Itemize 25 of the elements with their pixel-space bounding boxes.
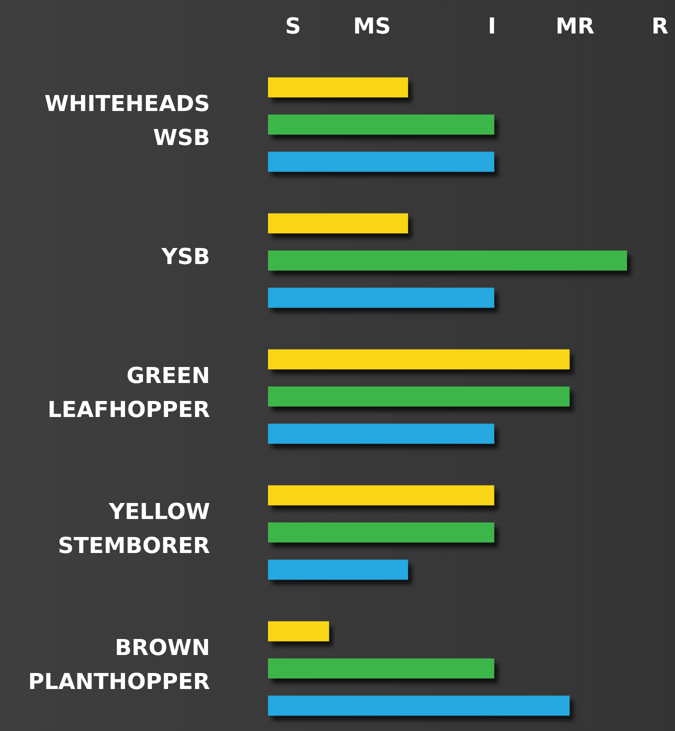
text: MR — [556, 14, 594, 40]
bar — [268, 152, 494, 172]
y-tick-label: WHITEHEADS WSB — [44, 92, 210, 152]
bar — [268, 386, 570, 406]
text: MS — [353, 14, 391, 40]
y-tick-label: GREEN LEAFHOPPER — [48, 364, 210, 424]
bar — [268, 114, 494, 135]
bar — [268, 522, 494, 542]
bar — [268, 349, 570, 370]
bar — [268, 696, 570, 716]
bar — [268, 424, 494, 444]
bar — [268, 213, 408, 234]
y-tick-label: BROWN PLANTHOPPER — [28, 636, 210, 696]
bar — [268, 560, 408, 580]
text: R — [652, 14, 669, 40]
bar — [268, 250, 627, 271]
text: I — [488, 14, 496, 40]
y-tick-label: YELLOW STEMBORER — [58, 500, 210, 560]
y-tick-label: YSB — [160, 245, 210, 270]
bar — [268, 77, 408, 98]
bar — [268, 658, 494, 678]
bar — [268, 621, 330, 642]
bar — [268, 288, 494, 308]
text: S — [285, 14, 301, 40]
bar — [268, 485, 494, 506]
